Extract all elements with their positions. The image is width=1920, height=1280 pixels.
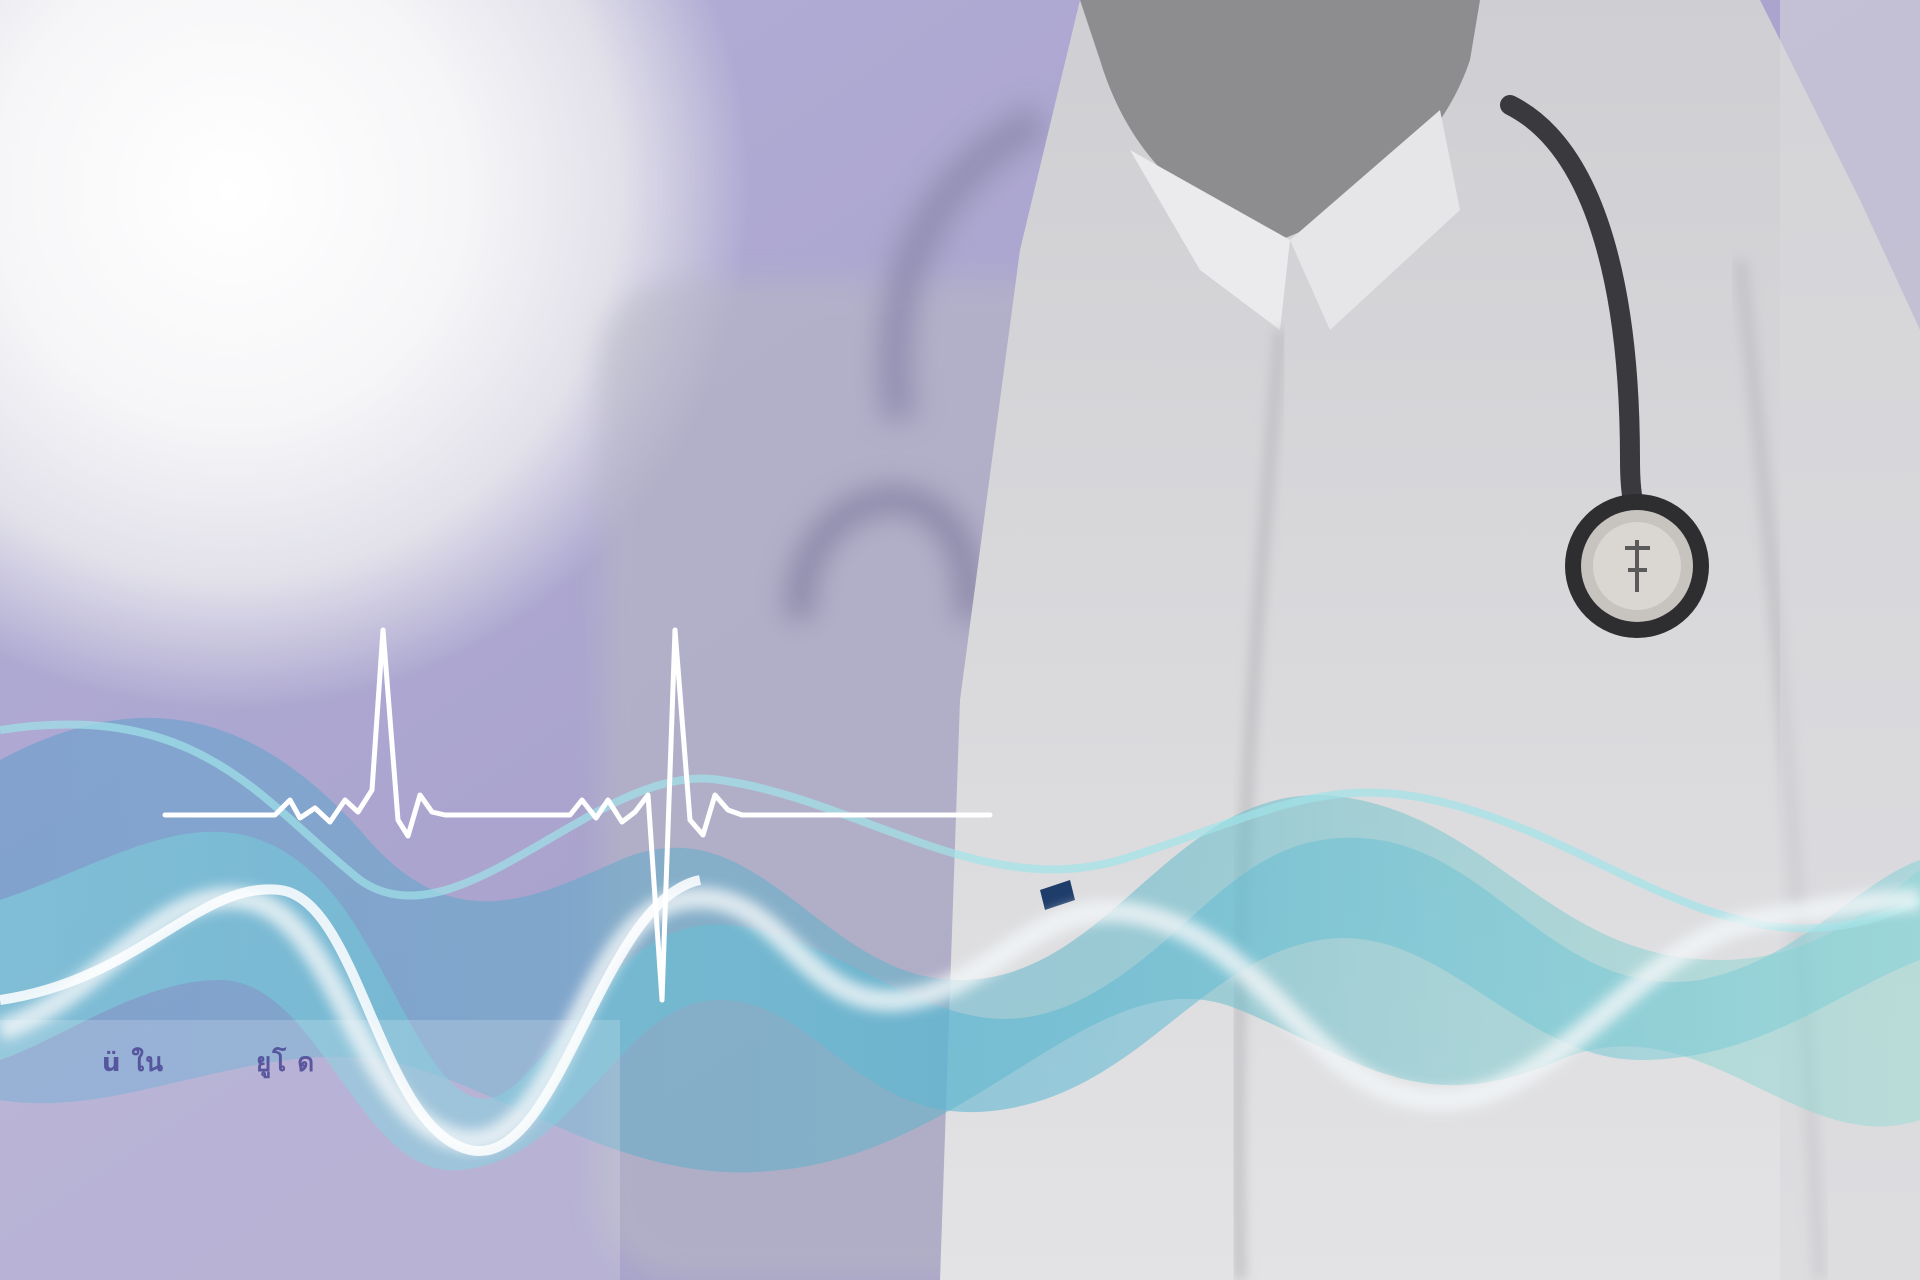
paper-mark-right: ยูโ ด bbox=[256, 1048, 316, 1078]
heartbeat-line bbox=[162, 627, 993, 1003]
paper-mark-left: ü ใน bbox=[102, 1048, 165, 1078]
wave-ribbons bbox=[0, 717, 1920, 1173]
